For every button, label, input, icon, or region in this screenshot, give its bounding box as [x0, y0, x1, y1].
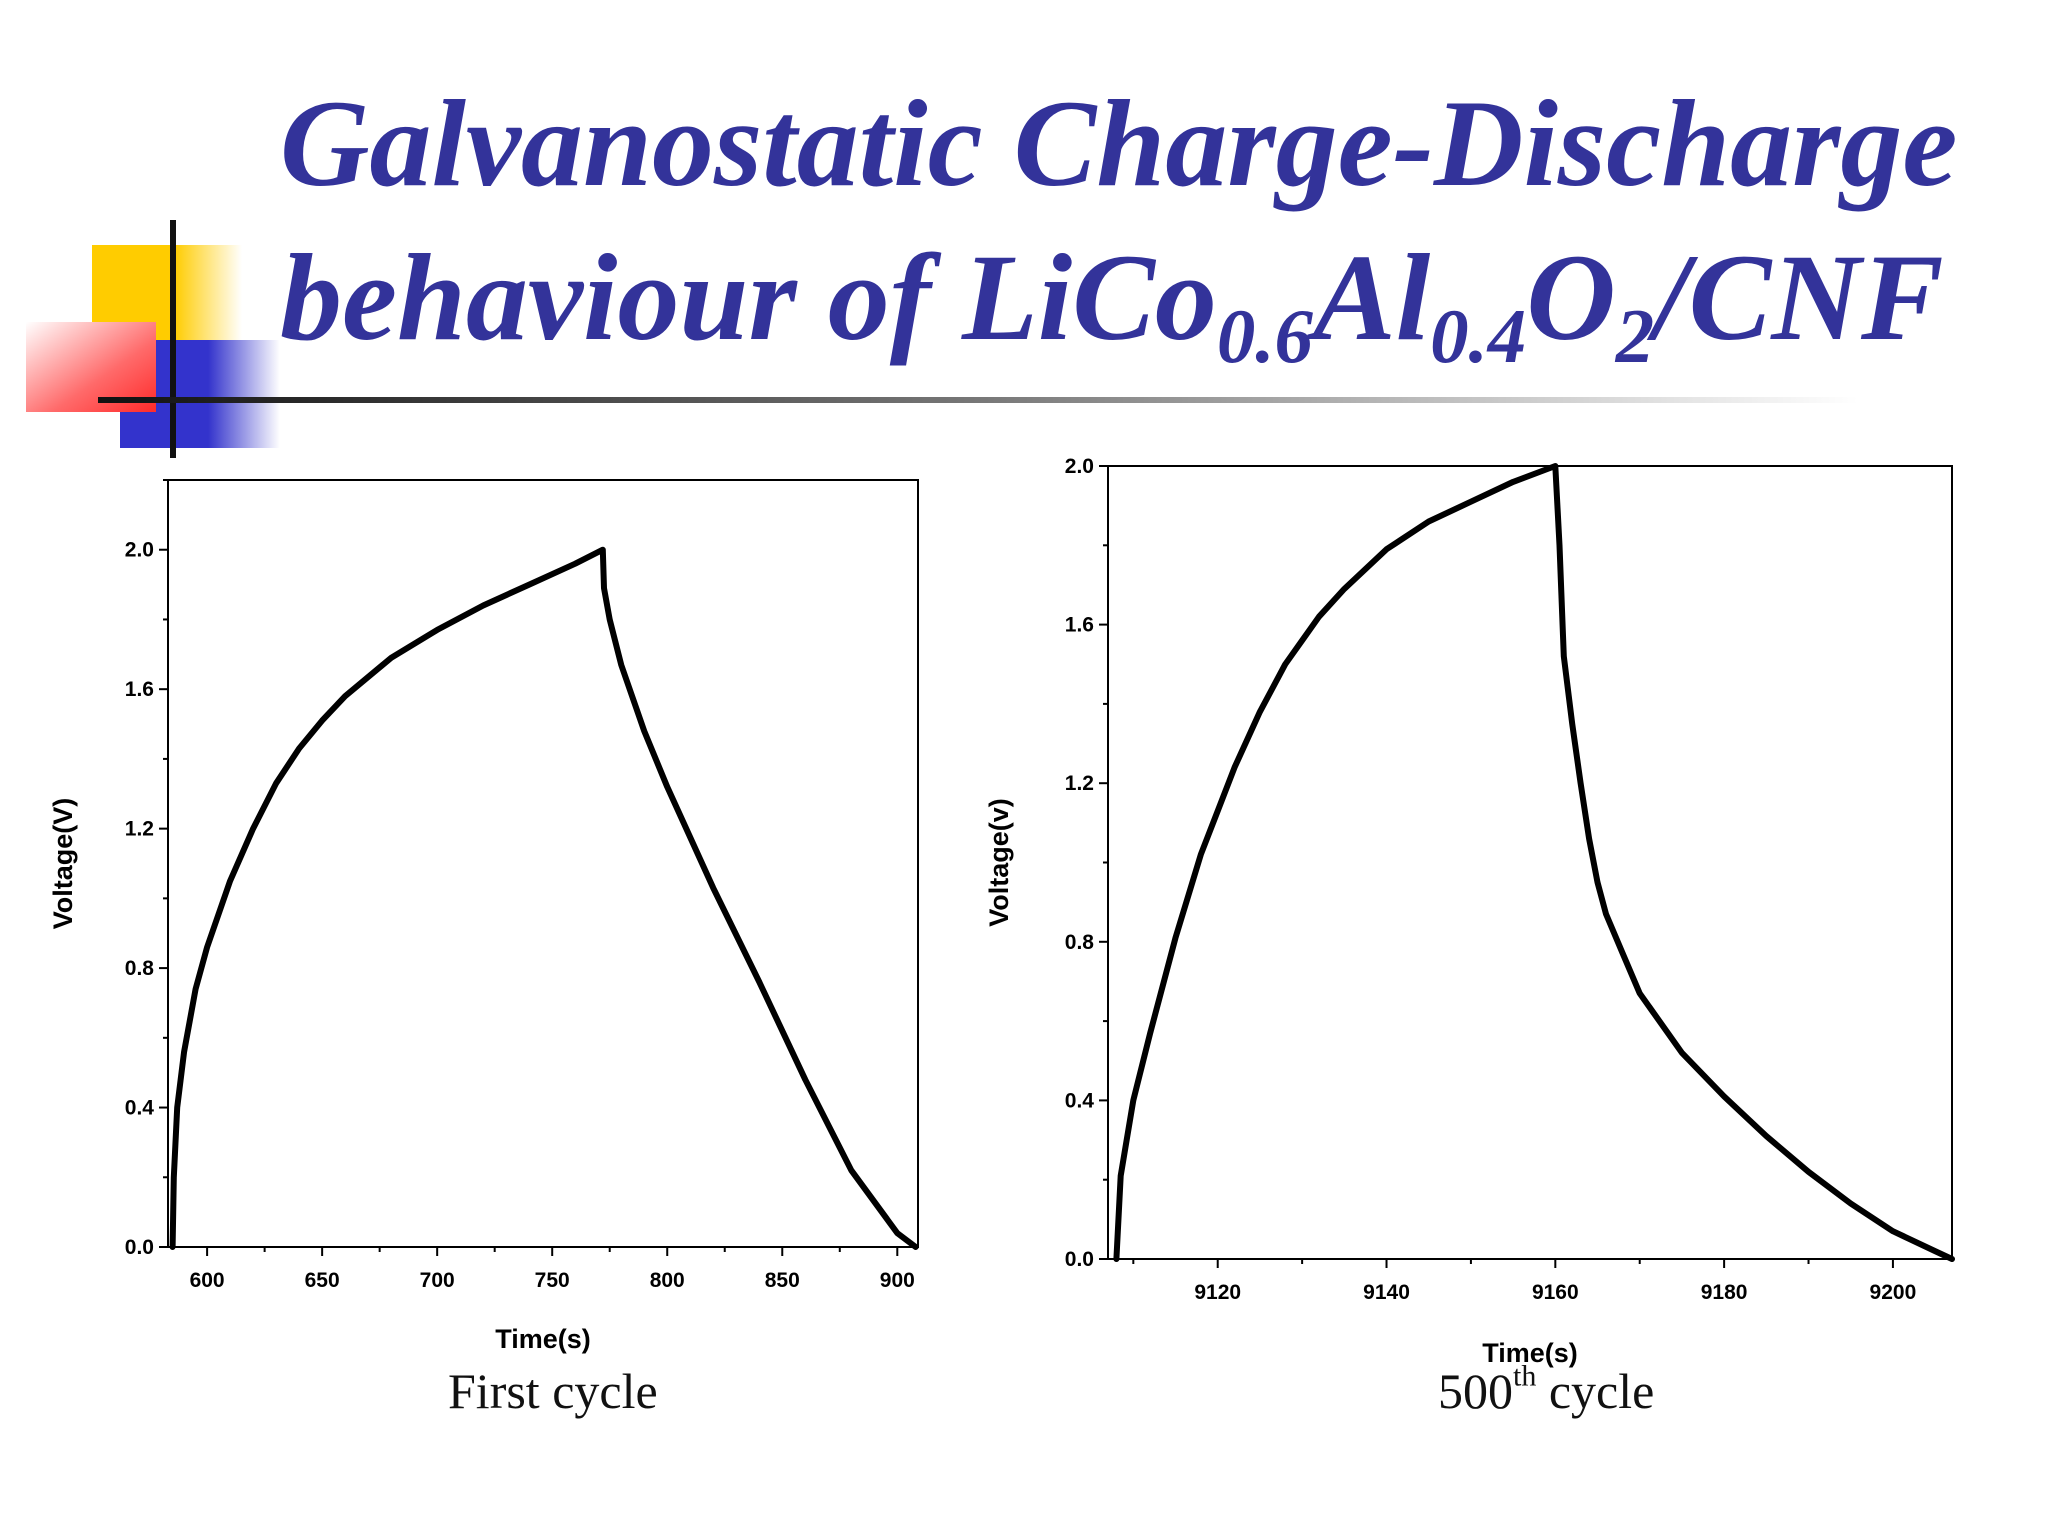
chart-1-series-line	[169, 546, 919, 1250]
deco-vertical-line	[170, 220, 176, 458]
chart-1-y-tick-label: 0.4	[125, 1097, 155, 1120]
chart-1-y-tick-label: 1.6	[125, 678, 154, 701]
caption-rest: cycle	[1536, 1363, 1655, 1419]
title-text-1: Galvanostatic Charge-Discharge	[280, 75, 1958, 212]
chart-1-x-tick-label: 850	[765, 1269, 800, 1292]
first-cycle-caption: First cycle	[448, 1362, 658, 1420]
chart-2-y-axis-label: Voltage(v)	[984, 798, 1014, 927]
500th-cycle-caption: 500th cycle	[1438, 1359, 1655, 1420]
chart-1-x-tick-label: 750	[535, 1269, 570, 1292]
chart-1-x-axis-label: Time(s)	[495, 1324, 591, 1354]
chart-1-x-tick-label: 650	[305, 1269, 340, 1292]
title-prefix: behaviour of LiCo	[280, 229, 1217, 366]
title-subscript-co: 0.6	[1216, 294, 1313, 380]
decorative-squares-logo	[26, 220, 1858, 458]
chart-2-y-tick-label: 0.0	[1065, 1248, 1094, 1271]
chart-1-y-tick-label: 0.0	[125, 1236, 154, 1259]
chart-1-plot-frame	[167, 479, 919, 1248]
chart-2-x-tick-label: 9200	[1870, 1281, 1917, 1304]
chart-2-x-tick-label: 9160	[1532, 1281, 1579, 1304]
deco-horizontal-line	[98, 397, 1858, 403]
chart-2-x-axis-label: Time(s)	[1482, 1338, 1578, 1368]
chart-2-plot-frame	[1107, 465, 1953, 1260]
chart-1-y-tick-label: 2.0	[125, 539, 154, 562]
chart-2-y-tick-label: 0.4	[1065, 1089, 1095, 1112]
chart-1-x-tick-label: 600	[190, 1269, 225, 1292]
chart-1-x-tick-label: 800	[650, 1269, 685, 1292]
title-al: Al	[1312, 229, 1431, 366]
chart-2-series-line	[1113, 463, 1955, 1262]
chart-1-y-tick-label: 0.8	[125, 957, 155, 980]
chart-2-x-tick-label: 9140	[1363, 1281, 1410, 1304]
title-subscript-o: 2	[1615, 294, 1655, 380]
chart-2-y-tick-label: 0.8	[1065, 931, 1095, 954]
chart-2-y-tick-label: 1.2	[1065, 772, 1094, 795]
chart-2-x-tick-label: 9180	[1701, 1281, 1748, 1304]
chart-1-x-tick-label: 900	[880, 1269, 915, 1292]
slide-title-line-2: behaviour of LiCo0.6Al0.4O2/CNF	[280, 236, 1944, 376]
caption-number: 500	[1438, 1363, 1513, 1419]
first-cycle-caption-text: First cycle	[448, 1363, 658, 1419]
title-o: O	[1526, 229, 1616, 366]
chart-2-y-tick-label: 2.0	[1065, 455, 1094, 478]
title-subscript-al: 0.4	[1430, 294, 1527, 380]
title-suffix: /CNF	[1654, 229, 1944, 366]
chart-1-y-axis-label: Voltage(V)	[48, 798, 78, 930]
chart-2-y-tick-label: 1.6	[1065, 614, 1094, 637]
caption-superscript: th	[1513, 1359, 1537, 1393]
chart-1-x-tick-label: 700	[420, 1269, 455, 1292]
chart-1-y-tick-label: 1.2	[125, 818, 154, 841]
chart-2-x-tick-label: 9120	[1194, 1281, 1241, 1304]
slide-title-line-1: Galvanostatic Charge-Discharge	[280, 82, 1957, 206]
